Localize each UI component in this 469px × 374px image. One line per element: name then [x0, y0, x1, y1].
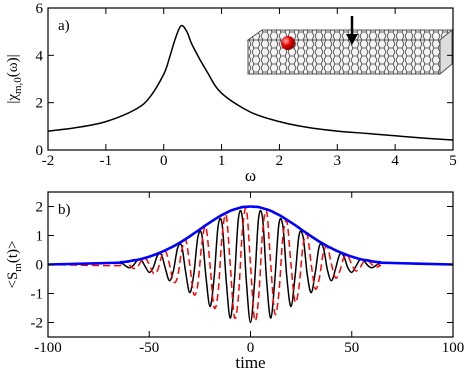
y-tick-label: 4 — [36, 48, 44, 64]
x-tick-label: 1 — [218, 153, 226, 169]
x-axis-label: time — [235, 353, 265, 372]
panel-label: b) — [58, 202, 71, 218]
y-axis-label-part: (ω)| — [5, 54, 21, 77]
x-tick-label: 3 — [334, 153, 342, 169]
data-line — [48, 207, 453, 322]
y-axis-label-part: |χ — [5, 94, 21, 104]
x-tick-label: 0 — [247, 340, 255, 356]
x-tick-label: 4 — [391, 153, 399, 169]
x-tick-label: -50 — [139, 340, 159, 356]
y-axis-label: |χm,0(ω)| — [5, 54, 24, 103]
nanotube-inset — [246, 16, 454, 76]
y-axis-label-part: m — [12, 263, 24, 272]
x-axis-label: ω — [245, 166, 256, 185]
data-line — [48, 209, 453, 324]
plot-frame — [47, 191, 454, 338]
y-axis-label-part: m,0 — [12, 77, 24, 94]
data-line — [48, 24, 453, 141]
x-tick-label: 5 — [449, 153, 457, 169]
x-tick-label: -1 — [100, 153, 113, 169]
y-tick-label: 2 — [36, 96, 44, 112]
x-tick-label: 100 — [442, 340, 465, 356]
y-axis-label-part: <S — [5, 272, 21, 289]
y-tick-label: 0 — [36, 258, 44, 274]
y-tick-label: 2 — [36, 200, 44, 216]
x-tick-label: 2 — [276, 153, 284, 169]
y-tick-label: -2 — [31, 316, 44, 332]
y-axis-label-part: (t)> — [5, 241, 21, 264]
x-tick-label: -2 — [42, 153, 55, 169]
plot-frame — [47, 7, 454, 151]
x-tick-label: 0 — [160, 153, 168, 169]
y-axis-label: <Sm(t)> — [5, 241, 24, 289]
panel-label: a) — [58, 18, 70, 34]
x-tick-label: 50 — [344, 340, 359, 356]
x-tick-label: -100 — [34, 340, 62, 356]
y-tick-label: 6 — [36, 1, 44, 17]
data-line — [48, 205, 453, 266]
y-tick-label: 1 — [36, 229, 44, 245]
y-tick-label: -1 — [31, 287, 44, 303]
y-tick-label: 0 — [36, 143, 44, 159]
